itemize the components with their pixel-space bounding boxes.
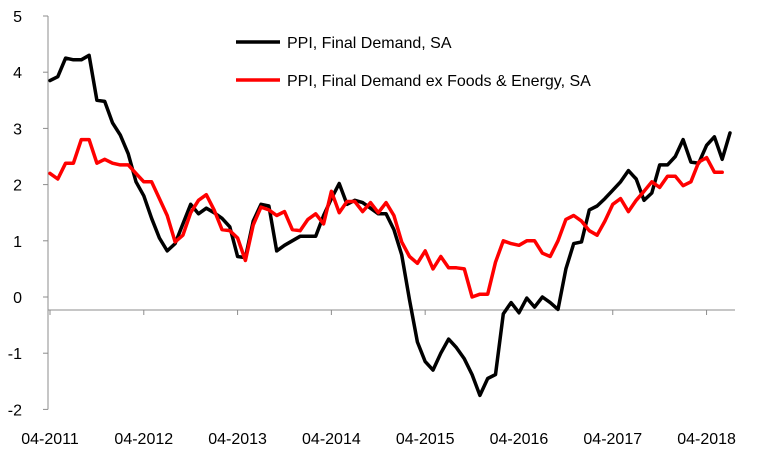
x-tick-label: 04-2012 — [114, 431, 173, 448]
series-lines — [48, 53, 732, 398]
y-tick-label: 1 — [13, 234, 22, 251]
legend-label-1: PPI, Final Demand, SA — [287, 35, 452, 52]
x-tick-label: 04-2018 — [677, 431, 736, 448]
y-tick-label: 2 — [13, 178, 22, 195]
x-tick-label: 04-2016 — [490, 431, 549, 448]
x-tick-label: 04-2017 — [583, 431, 642, 448]
series-line-1 — [48, 53, 732, 398]
x-tick-label: 04-2013 — [208, 431, 267, 448]
axes: -2 -1 0 1 2 3 4 5 04-2011 04-2012 04-2013 04-2014 04… — [8, 9, 736, 448]
x-tick-label: 04-2015 — [396, 431, 455, 448]
y-tick-label: 0 — [13, 290, 22, 307]
y-tick-label: -2 — [8, 402, 22, 419]
legend-label-2: PPI, Final Demand ex Foods & Energy, SA — [287, 73, 591, 90]
y-tick-label: 5 — [13, 9, 22, 26]
y-tick-label: -1 — [8, 346, 22, 363]
x-tick-label: 04-2011 — [21, 431, 79, 448]
legend: PPI, Final Demand, SA PPI, Final Demand e… — [236, 35, 591, 90]
y-tick-label: 3 — [13, 121, 22, 138]
x-tick-label: 04-2014 — [302, 431, 361, 448]
y-tick-label: 4 — [13, 65, 22, 82]
series-line-2 — [48, 137, 724, 299]
